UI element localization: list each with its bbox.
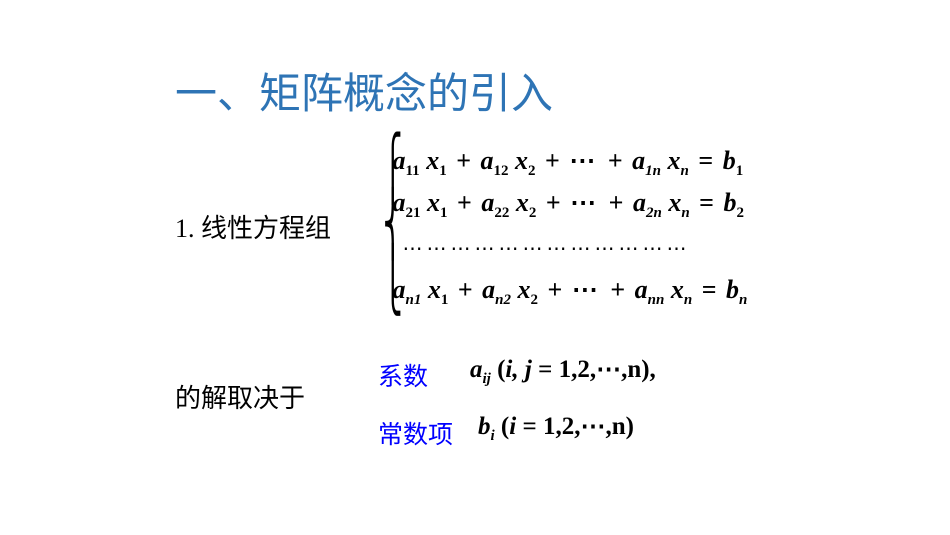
var: x [516, 188, 529, 217]
eq-sign: = [532, 356, 559, 383]
var: x [668, 188, 681, 217]
sub: 11 [406, 163, 420, 179]
sub: 2 [528, 163, 536, 179]
plus: + [542, 146, 563, 175]
cdots: ⋯ [572, 275, 601, 304]
constant-expression: bi (i = 1,2,⋯,n) [478, 411, 634, 445]
var: x [426, 146, 439, 175]
rhs: b [726, 275, 739, 304]
coef: a [481, 146, 494, 175]
range: 1,2,⋯,n [543, 413, 626, 440]
var: x [518, 275, 531, 304]
cdots: ⋯ [569, 146, 598, 175]
var: x [515, 146, 528, 175]
sub: n1 [406, 293, 422, 309]
plus: + [454, 188, 475, 217]
paren-r: ) [626, 413, 634, 440]
var: x [428, 275, 441, 304]
var: x [671, 275, 684, 304]
page-title: 一、矩阵概念的引入 [175, 60, 553, 121]
plus: + [453, 146, 474, 175]
sub: 12 [494, 163, 509, 179]
eq: = [696, 188, 717, 217]
equation-row-1: a11 x1 + a12 x2 + ⋯ + a1n xn = b1 [393, 146, 748, 180]
depends-label: 的解取决于 [175, 378, 305, 415]
coef: a [481, 188, 494, 217]
rhs: b [724, 188, 737, 217]
plus: + [455, 275, 476, 304]
sub-ij: ij [483, 371, 491, 387]
sub: 2 [737, 205, 745, 221]
sub: n [684, 293, 692, 309]
const-b: b [478, 413, 491, 440]
plus: + [607, 275, 628, 304]
equation-row-n: an1 x1 + an2 x2 + ⋯ + ann xn = bn [393, 275, 748, 309]
sub: 1n [645, 163, 661, 179]
coefficient-label: 系数 [378, 357, 428, 393]
sub: n [681, 163, 689, 179]
eq: = [695, 146, 716, 175]
sub: 21 [406, 205, 421, 221]
sub: 1 [441, 293, 449, 309]
sub: 2 [529, 205, 537, 221]
sub: 1 [440, 205, 448, 221]
coefficient-expression: aij (i, j = 1,2,⋯,n), [470, 354, 656, 388]
range: 1,2,⋯,n [559, 356, 642, 383]
sub: 2n [646, 205, 662, 221]
sub: nn [648, 293, 665, 309]
eq: = [699, 275, 720, 304]
left-brace-icon: ⎧⎨⎩ [383, 141, 403, 309]
var: x [668, 146, 681, 175]
equation-lines: a11 x1 + a12 x2 + ⋯ + a1n xn = b1 a21 x1… [393, 140, 748, 310]
sub: 22 [494, 205, 509, 221]
plus: + [545, 275, 566, 304]
sub: n [739, 293, 747, 309]
coef: a [635, 275, 648, 304]
plus: + [543, 188, 564, 217]
coef: a [632, 146, 645, 175]
paren-l: ( [501, 413, 509, 440]
plus: + [605, 146, 626, 175]
sub: 1 [736, 163, 744, 179]
ij-body: i, j [505, 356, 531, 383]
var: x [427, 188, 440, 217]
rhs: b [723, 146, 736, 175]
sub: 1 [439, 163, 447, 179]
coef: a [633, 188, 646, 217]
section-label: 1. 线性方程组 [175, 208, 331, 245]
sub-i: i [491, 428, 495, 444]
constant-label: 常数项 [378, 415, 453, 451]
eq-sign: = [516, 413, 543, 440]
cdots: ⋯ [570, 188, 599, 217]
sub: n [681, 205, 689, 221]
equation-row-2: a21 x1 + a22 x2 + ⋯ + a2n xn = b2 [393, 188, 748, 222]
coef-a: a [470, 356, 483, 383]
paren-r: ), [641, 356, 656, 383]
sub: n2 [495, 293, 511, 309]
plus: + [606, 188, 627, 217]
equation-row-dots: ⋯⋯⋯⋯⋯⋯⋯⋯⋯⋯⋯⋯ [393, 230, 748, 267]
coef: a [482, 275, 495, 304]
sub: 2 [531, 293, 539, 309]
equation-system: ⎧⎨⎩ a11 x1 + a12 x2 + ⋯ + a1n xn = b1 a2… [356, 140, 747, 310]
